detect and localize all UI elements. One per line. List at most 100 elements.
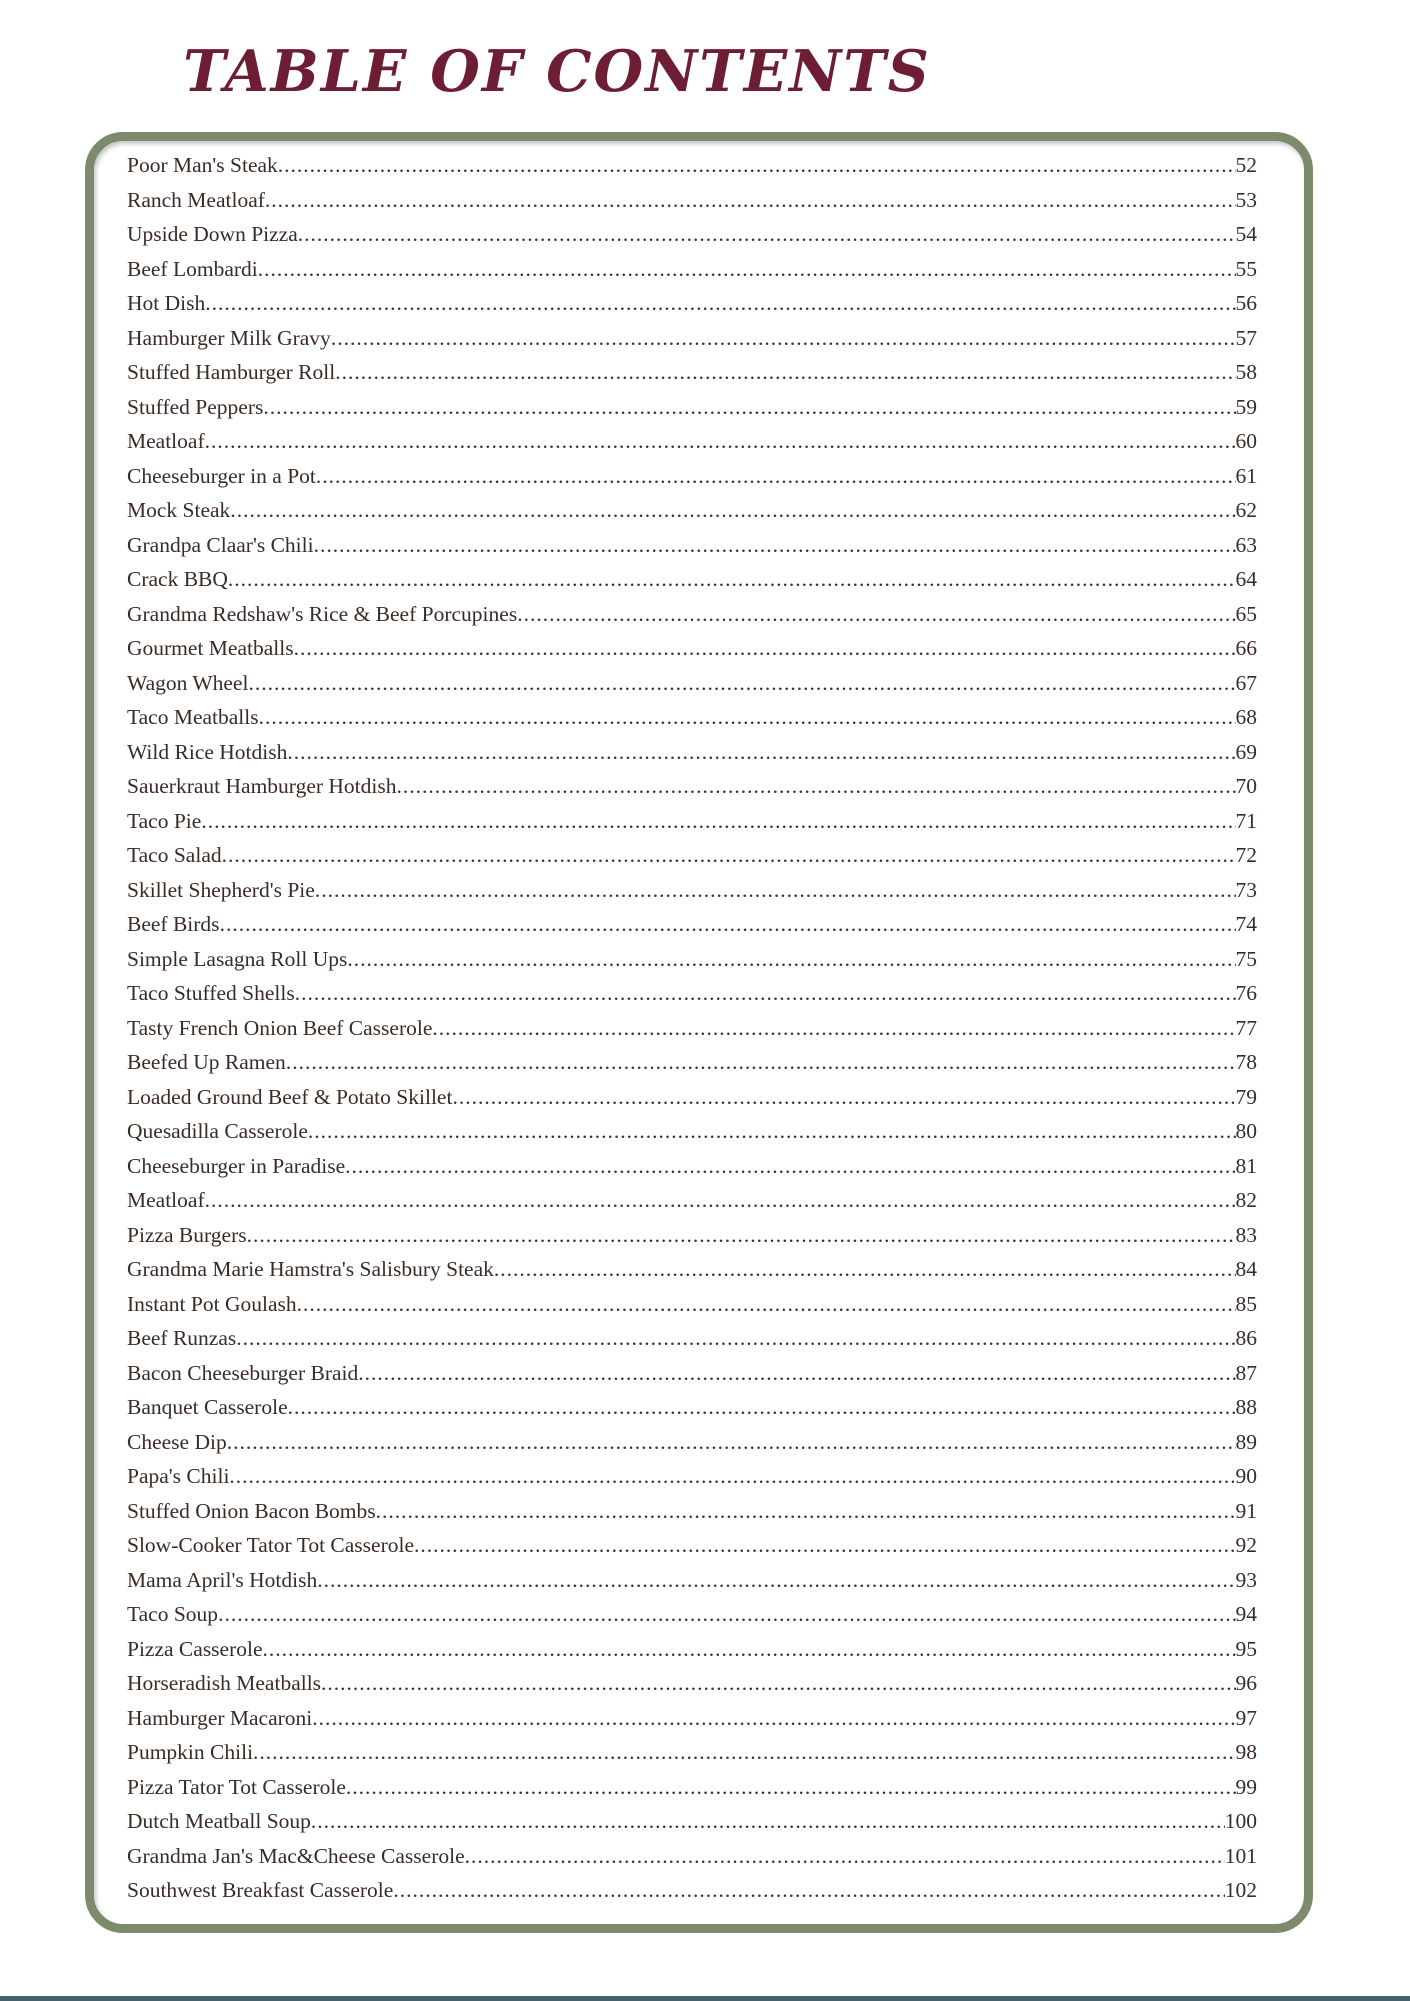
toc-leader-dots <box>297 1287 1236 1322</box>
toc-entry-title: Beef Runzas <box>127 1326 237 1350</box>
toc-entry: Taco Stuffed Shells 76 <box>127 976 1257 1011</box>
toc-entry-page: 64 <box>1235 567 1258 591</box>
toc-entry-page: 83 <box>1235 1222 1258 1247</box>
toc-entry-page: 61 <box>1235 463 1258 488</box>
toc-entry-page: 78 <box>1235 1050 1258 1074</box>
toc-entry-title: Grandma Jan's Mac&Cheese Casserole <box>127 1843 465 1868</box>
toc-entry-title: Pumpkin Chili <box>127 1740 254 1764</box>
toc-entry: Sauerkraut Hamburger Hotdish 70 <box>127 769 1257 804</box>
toc-entry-page: 102 <box>1224 1878 1257 1902</box>
toc-entry-title: Grandma Redshaw's Rice & Beef Porcupines <box>127 601 518 626</box>
toc-leader-dots <box>236 1321 1235 1356</box>
toc-entry: Stuffed Hamburger Roll 58 <box>127 355 1257 390</box>
toc-leader-dots <box>205 424 1236 459</box>
toc-entry-title: Mock Steak <box>127 498 231 522</box>
toc-leader-dots <box>278 148 1236 183</box>
page-title: TABLE OF CONTENTS <box>183 38 931 105</box>
toc-entry: Mama April's Hotdish 93 <box>127 1563 1257 1598</box>
toc-entry-page: 86 <box>1235 1326 1258 1350</box>
toc-leader-dots <box>248 666 1235 701</box>
toc-entry-title: Bacon Cheeseburger Braid <box>127 1360 359 1385</box>
toc-entry: Skillet Shepherd's Pie 73 <box>127 873 1257 908</box>
toc-entry: Beef Birds 74 <box>127 907 1257 942</box>
toc-entry-page: 67 <box>1235 670 1258 695</box>
toc-leader-dots <box>311 1804 1225 1839</box>
toc-entry-page: 97 <box>1235 1705 1258 1730</box>
toc-entry-page: 81 <box>1235 1153 1258 1178</box>
toc-entry-page: 87 <box>1235 1360 1258 1385</box>
toc-leader-dots <box>331 321 1236 356</box>
toc-leader-dots <box>465 1839 1225 1874</box>
toc-leader-dots <box>288 1390 1236 1425</box>
toc-list: Poor Man's Steak 52 Ranch Meatloaf 53 Up… <box>127 148 1257 1908</box>
toc-entry: Grandpa Claar's Chili 63 <box>127 528 1257 563</box>
toc-leader-dots <box>263 390 1235 425</box>
toc-entry-page: 68 <box>1235 705 1258 729</box>
toc-entry-page: 65 <box>1235 601 1258 626</box>
toc-leader-dots <box>247 1218 1236 1253</box>
toc-leader-dots <box>201 804 1235 839</box>
toc-entry: Simple Lasagna Roll Ups 75 <box>127 942 1257 977</box>
toc-entry: Cheeseburger in Paradise 81 <box>127 1149 1257 1184</box>
toc-entry-page: 60 <box>1235 429 1258 453</box>
toc-entry-title: Southwest Breakfast Casserole <box>127 1878 394 1902</box>
toc-entry-page: 80 <box>1235 1119 1258 1143</box>
toc-leader-dots <box>432 1011 1235 1046</box>
toc-entry: Gourmet Meatballs 66 <box>127 631 1257 666</box>
toc-entry-title: Meatloaf <box>127 1188 205 1212</box>
toc-entry: Cheese Dip 89 <box>127 1425 1257 1460</box>
toc-entry-title: Pizza Burgers <box>127 1222 247 1247</box>
toc-leader-dots <box>346 1770 1236 1805</box>
toc-entry-title: Horseradish Meatballs <box>127 1671 322 1695</box>
toc-leader-dots <box>376 1494 1236 1529</box>
toc-entry: Wagon Wheel 67 <box>127 666 1257 701</box>
toc-entry-page: 55 <box>1235 256 1258 281</box>
toc-entry-page: 72 <box>1235 843 1258 867</box>
toc-entry: Pizza Burgers 83 <box>127 1218 1257 1253</box>
toc-entry-page: 66 <box>1235 636 1258 660</box>
toc-entry: Loaded Ground Beef & Potato Skillet 79 <box>127 1080 1257 1115</box>
toc-entry: Pizza Casserole 95 <box>127 1632 1257 1667</box>
toc-entry: Dutch Meatball Soup 100 <box>127 1804 1257 1839</box>
toc-entry-title: Cheeseburger in Paradise <box>127 1153 346 1178</box>
toc-entry: Taco Meatballs 68 <box>127 700 1257 735</box>
toc-entry-page: 99 <box>1235 1774 1258 1799</box>
toc-leader-dots <box>287 735 1235 770</box>
toc-leader-dots <box>205 286 1235 321</box>
toc-entry-title: Hot Dish <box>127 291 206 315</box>
toc-entry-title: Grandpa Claar's Chili <box>127 532 314 557</box>
toc-entry-title: Ranch Meatloaf <box>127 187 265 212</box>
toc-leader-dots <box>315 873 1236 908</box>
toc-entry-page: 95 <box>1235 1636 1258 1661</box>
toc-entry-title: Slow-Cooker Tator Tot Casserole <box>127 1533 415 1557</box>
toc-leader-dots <box>316 459 1236 494</box>
toc-entry-page: 96 <box>1235 1671 1258 1695</box>
toc-entry: Instant Pot Goulash 85 <box>127 1287 1257 1322</box>
toc-entry-page: 62 <box>1235 498 1258 522</box>
toc-leader-dots <box>358 1356 1235 1391</box>
toc-entry-page: 75 <box>1235 946 1258 971</box>
toc-leader-dots <box>265 183 1236 218</box>
toc-leader-dots <box>414 1528 1235 1563</box>
toc-entry: Pumpkin Chili 98 <box>127 1735 1257 1770</box>
toc-entry-page: 101 <box>1224 1843 1257 1868</box>
toc-entry-title: Upside Down Pizza <box>127 222 298 246</box>
toc-entry: Meatloaf 60 <box>127 424 1257 459</box>
toc-leader-dots <box>321 1666 1235 1701</box>
toc-entry-title: Instant Pot Goulash <box>127 1291 297 1316</box>
toc-leader-dots <box>205 1183 1236 1218</box>
toc-entry-page: 54 <box>1235 222 1258 246</box>
toc-leader-dots <box>295 976 1236 1011</box>
toc-entry-title: Beefed Up Ramen <box>127 1050 286 1074</box>
toc-entry: Hot Dish 56 <box>127 286 1257 321</box>
toc-entry-page: 94 <box>1235 1602 1258 1626</box>
toc-entry-title: Hamburger Milk Gravy <box>127 325 331 350</box>
toc-entry-page: 76 <box>1235 981 1258 1005</box>
toc-leader-dots <box>312 1701 1235 1736</box>
toc-leader-dots <box>227 1425 1236 1460</box>
toc-entry-title: Loaded Ground Beef & Potato Skillet <box>127 1084 453 1109</box>
toc-leader-dots <box>517 597 1235 632</box>
toc-leader-dots <box>397 769 1236 804</box>
toc-leader-dots <box>263 1632 1236 1667</box>
